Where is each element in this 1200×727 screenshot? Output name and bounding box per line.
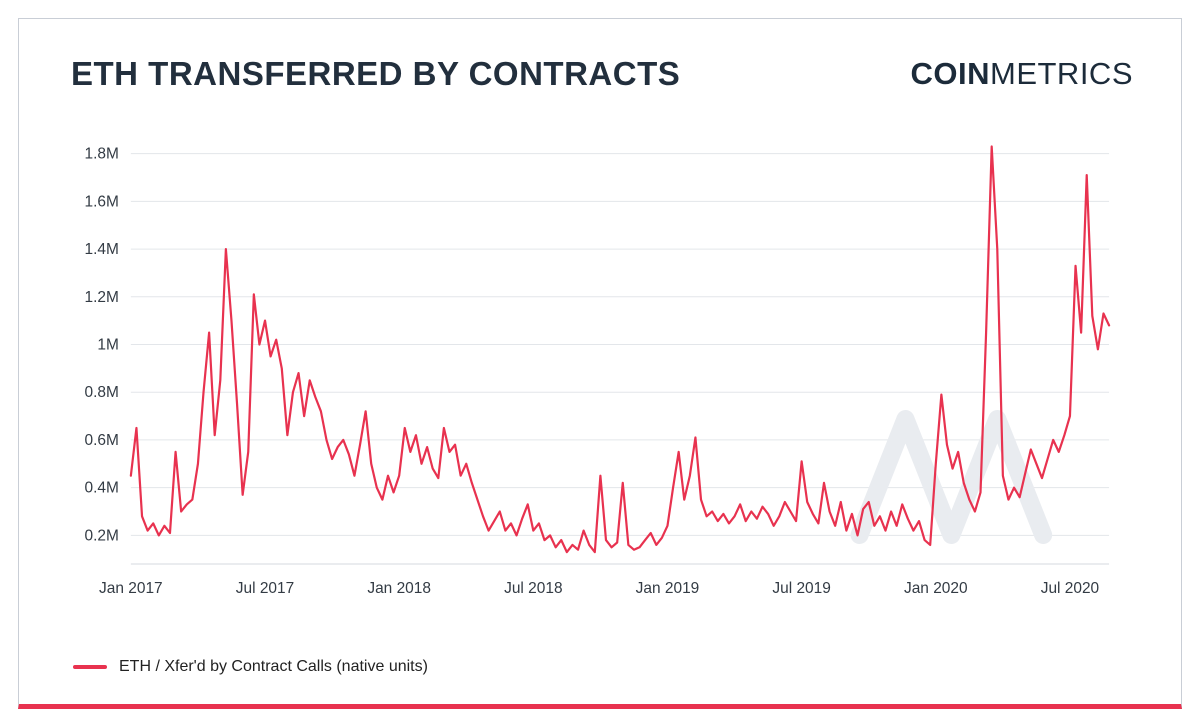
svg-text:Jan 2019: Jan 2019 [636, 580, 700, 597]
coinmetrics-logo-light: METRICS [990, 56, 1133, 91]
legend-line-swatch [73, 665, 107, 669]
y-tick-labels: 0.2M 0.4M 0.6M 0.8M 1M 1.2M 1.4M 1.6M 1.8M [85, 146, 119, 545]
svg-text:0.4M: 0.4M [85, 480, 119, 497]
chart-card: ETH TRANSFERRED BY CONTRACTS COINMETRICS… [18, 18, 1182, 709]
svg-text:Jul 2017: Jul 2017 [236, 580, 294, 597]
chart-title: ETH TRANSFERRED BY CONTRACTS [71, 55, 681, 92]
svg-text:1.2M: 1.2M [85, 289, 119, 306]
svg-text:1.4M: 1.4M [85, 241, 119, 258]
series-line [129, 145, 1111, 554]
svg-text:0.2M: 0.2M [85, 527, 119, 544]
header: ETH TRANSFERRED BY CONTRACTS COINMETRICS [49, 49, 1151, 93]
legend: ETH / Xfer'd by Contract Calls (native u… [49, 654, 1151, 690]
coinmetrics-logo-bold: COIN [910, 56, 990, 91]
svg-text:Jan 2018: Jan 2018 [367, 580, 431, 597]
svg-text:Jul 2018: Jul 2018 [504, 580, 562, 597]
line-chart: 0.2M 0.4M 0.6M 0.8M 1M 1.2M 1.4M 1.6M 1.8M Jan 20… [85, 145, 1111, 597]
legend-label: ETH / Xfer'd by Contract Calls (native u… [119, 658, 428, 675]
chart-area: 0.2M 0.4M 0.6M 0.8M 1M 1.2M 1.4M 1.6M 1.8M Jan 20… [49, 107, 1151, 654]
svg-text:Jul 2020: Jul 2020 [1041, 580, 1099, 597]
svg-text:0.8M: 0.8M [85, 384, 119, 401]
svg-text:1M: 1M [97, 336, 118, 353]
svg-text:Jan 2017: Jan 2017 [99, 580, 163, 597]
coinmetrics-watermark-icon [850, 410, 1053, 544]
svg-text:Jan 2020: Jan 2020 [904, 580, 968, 597]
svg-text:Jul 2019: Jul 2019 [772, 580, 830, 597]
svg-text:0.6M: 0.6M [85, 432, 119, 449]
x-tick-labels: Jan 2017 Jul 2017 Jan 2018 Jul 2018 Jan 2019… [99, 580, 1099, 597]
coinmetrics-logo: COINMETRICS [911, 56, 1134, 92]
svg-text:1.8M: 1.8M [85, 146, 119, 163]
svg-text:1.6M: 1.6M [85, 193, 119, 210]
